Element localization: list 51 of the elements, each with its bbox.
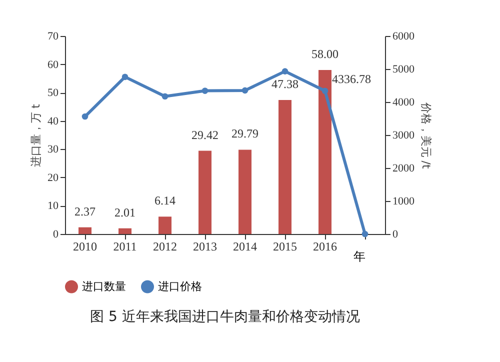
- bar: [198, 150, 212, 234]
- bar: [78, 227, 92, 234]
- y-tick-label: 10: [48, 200, 59, 212]
- bar: [158, 216, 172, 234]
- y2-tick-label: 2000: [392, 162, 415, 174]
- x-tick-label: 2010: [73, 240, 97, 254]
- y-tick-label: 20: [48, 172, 59, 184]
- data-label: 2.01: [114, 205, 136, 220]
- x-tick-label: 2011: [113, 240, 137, 254]
- y2-tick-label: 6000: [392, 30, 415, 42]
- y2-tick-label: 4000: [392, 96, 415, 108]
- y2-tick-label: 3000: [392, 130, 415, 142]
- bar: [238, 150, 252, 234]
- data-label: 6.14: [154, 194, 176, 208]
- y-tick-label: 50: [48, 87, 59, 100]
- x-tick-label: 2016: [313, 240, 337, 254]
- y2-tick-label: 5000: [392, 64, 415, 76]
- bar: [318, 70, 332, 234]
- point: [242, 87, 248, 94]
- data-label: 58.00: [312, 46, 338, 61]
- y2-axis-title: 价格，美元 /t: [420, 101, 432, 170]
- point: [362, 230, 368, 238]
- x-tick-label: 2014: [233, 240, 257, 254]
- x-tick-label: 2012: [153, 240, 177, 254]
- data-label: 2.37: [74, 204, 96, 218]
- point: [202, 88, 208, 94]
- data-label: 47.38: [272, 76, 298, 91]
- point: [122, 74, 128, 80]
- bar: [278, 100, 292, 234]
- bar: [118, 228, 132, 234]
- y-axis-title: 进口量，万 t: [30, 103, 42, 167]
- point: [282, 68, 288, 74]
- x-axis-title: 年: [354, 250, 366, 264]
- point: [82, 113, 88, 120]
- y-tick-label: 70: [48, 30, 59, 42]
- y2-tick-label: 0: [392, 228, 398, 240]
- y-tick-label: 0: [53, 228, 59, 240]
- point: [322, 88, 328, 94]
- data-label: 29.79: [232, 126, 258, 141]
- data-label: 4336.78: [332, 72, 371, 86]
- point: [162, 93, 168, 100]
- legend-label: 进口数量: [82, 280, 126, 293]
- y-tick-label: 30: [48, 144, 59, 156]
- data-label: 29.42: [192, 128, 218, 142]
- x-tick-label: 2015: [273, 240, 297, 254]
- legend-label: 进口价格: [158, 280, 202, 293]
- text: 图 5 近年来我国进口牛肉量和价格变动情况: [90, 309, 360, 325]
- y-tick-label: 60: [48, 58, 59, 71]
- y2-tick-label: 1000: [392, 196, 415, 208]
- x-tick-label: 2013: [193, 240, 217, 254]
- y-tick-label: 40: [48, 115, 59, 128]
